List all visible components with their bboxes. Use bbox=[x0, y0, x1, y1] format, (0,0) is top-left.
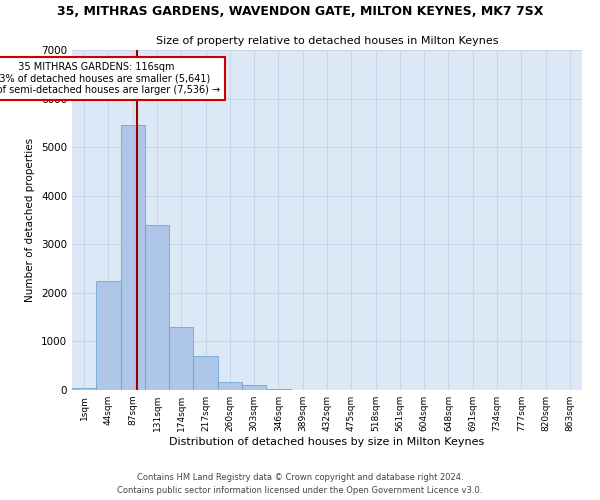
Bar bbox=[72, 388, 96, 390]
Text: 35, MITHRAS GARDENS, WAVENDON GATE, MILTON KEYNES, MK7 7SX: 35, MITHRAS GARDENS, WAVENDON GATE, MILT… bbox=[57, 5, 543, 18]
X-axis label: Distribution of detached houses by size in Milton Keynes: Distribution of detached houses by size … bbox=[169, 437, 485, 447]
Bar bbox=[218, 382, 242, 390]
Bar bbox=[169, 327, 193, 390]
Title: Size of property relative to detached houses in Milton Keynes: Size of property relative to detached ho… bbox=[156, 36, 498, 46]
Bar bbox=[121, 126, 145, 390]
Bar bbox=[266, 388, 290, 390]
Bar bbox=[96, 280, 121, 390]
Text: 35 MITHRAS GARDENS: 116sqm  
← 43% of detached houses are smaller (5,641)
57% of: 35 MITHRAS GARDENS: 116sqm ← 43% of deta… bbox=[0, 62, 220, 96]
Y-axis label: Number of detached properties: Number of detached properties bbox=[25, 138, 35, 302]
Bar bbox=[242, 385, 266, 390]
Bar bbox=[145, 225, 169, 390]
Text: Contains HM Land Registry data © Crown copyright and database right 2024.
Contai: Contains HM Land Registry data © Crown c… bbox=[118, 474, 482, 495]
Bar bbox=[193, 356, 218, 390]
